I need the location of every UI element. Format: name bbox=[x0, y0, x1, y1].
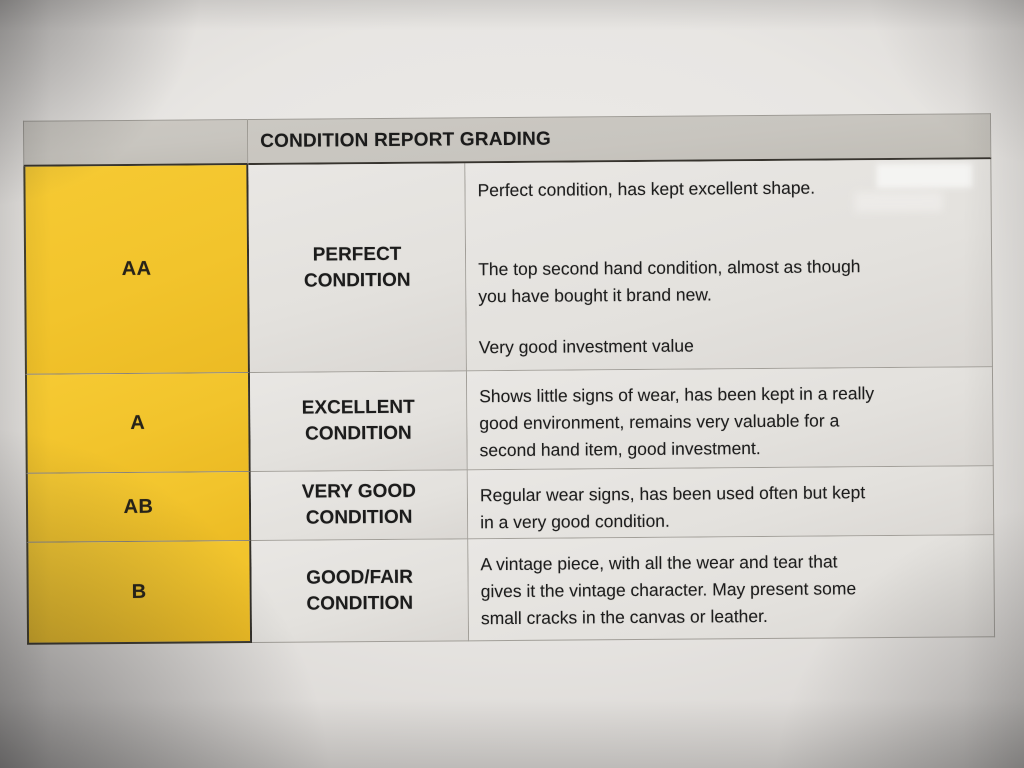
grade-code: AA bbox=[121, 257, 152, 281]
table-header-cell: CONDITION REPORT GRADING bbox=[247, 113, 992, 166]
description-cell-a: Shows little signs of wear, has been kep… bbox=[466, 367, 994, 471]
grade-cell-a: A bbox=[24, 373, 251, 474]
grade-code: B bbox=[131, 580, 147, 603]
condition-label-cell-b: GOOD/FAIR CONDITION bbox=[251, 539, 470, 644]
description-paragraph: Perfect condition, has kept excellent sh… bbox=[477, 177, 816, 201]
table-title: CONDITION REPORT GRADING bbox=[260, 128, 552, 152]
condition-label-cell-ab: VERY GOOD CONDITION bbox=[250, 470, 469, 542]
condition-label-cell-aa: PERFECT CONDITION bbox=[248, 163, 467, 374]
condition-label: VERY GOOD CONDITION bbox=[301, 480, 416, 529]
header-spacer-cell bbox=[22, 119, 249, 167]
description-cell-ab: Regular wear signs, has been used often … bbox=[467, 466, 995, 540]
grade-cell-b: B bbox=[26, 541, 253, 645]
condition-label: PERFECT CONDITION bbox=[303, 243, 411, 292]
description-paragraph: A vintage piece, with all the wear and t… bbox=[480, 551, 857, 629]
condition-label-cell-a: EXCELLENT CONDITION bbox=[249, 371, 468, 473]
grade-code: A bbox=[130, 411, 146, 434]
grade-cell-aa: AA bbox=[23, 165, 250, 375]
description-cell-aa: Perfect condition, has kept excellent sh… bbox=[465, 159, 993, 372]
description-paragraph: Regular wear signs, has been used often … bbox=[479, 482, 866, 533]
grade-code: AB bbox=[123, 495, 154, 518]
description-paragraph: Shows little signs of wear, has been kep… bbox=[479, 383, 875, 461]
condition-label: EXCELLENT CONDITION bbox=[301, 396, 415, 445]
condition-label: GOOD/FAIR CONDITION bbox=[306, 566, 414, 615]
condition-grading-table: CONDITION REPORT GRADING AA PERFECT COND… bbox=[22, 113, 996, 645]
description-paragraph: Very good investment value bbox=[478, 335, 694, 358]
grade-cell-ab: AB bbox=[25, 472, 252, 543]
description-paragraph: The top second hand condition, almost as… bbox=[478, 256, 861, 307]
description-cell-b: A vintage piece, with all the wear and t… bbox=[468, 535, 996, 642]
